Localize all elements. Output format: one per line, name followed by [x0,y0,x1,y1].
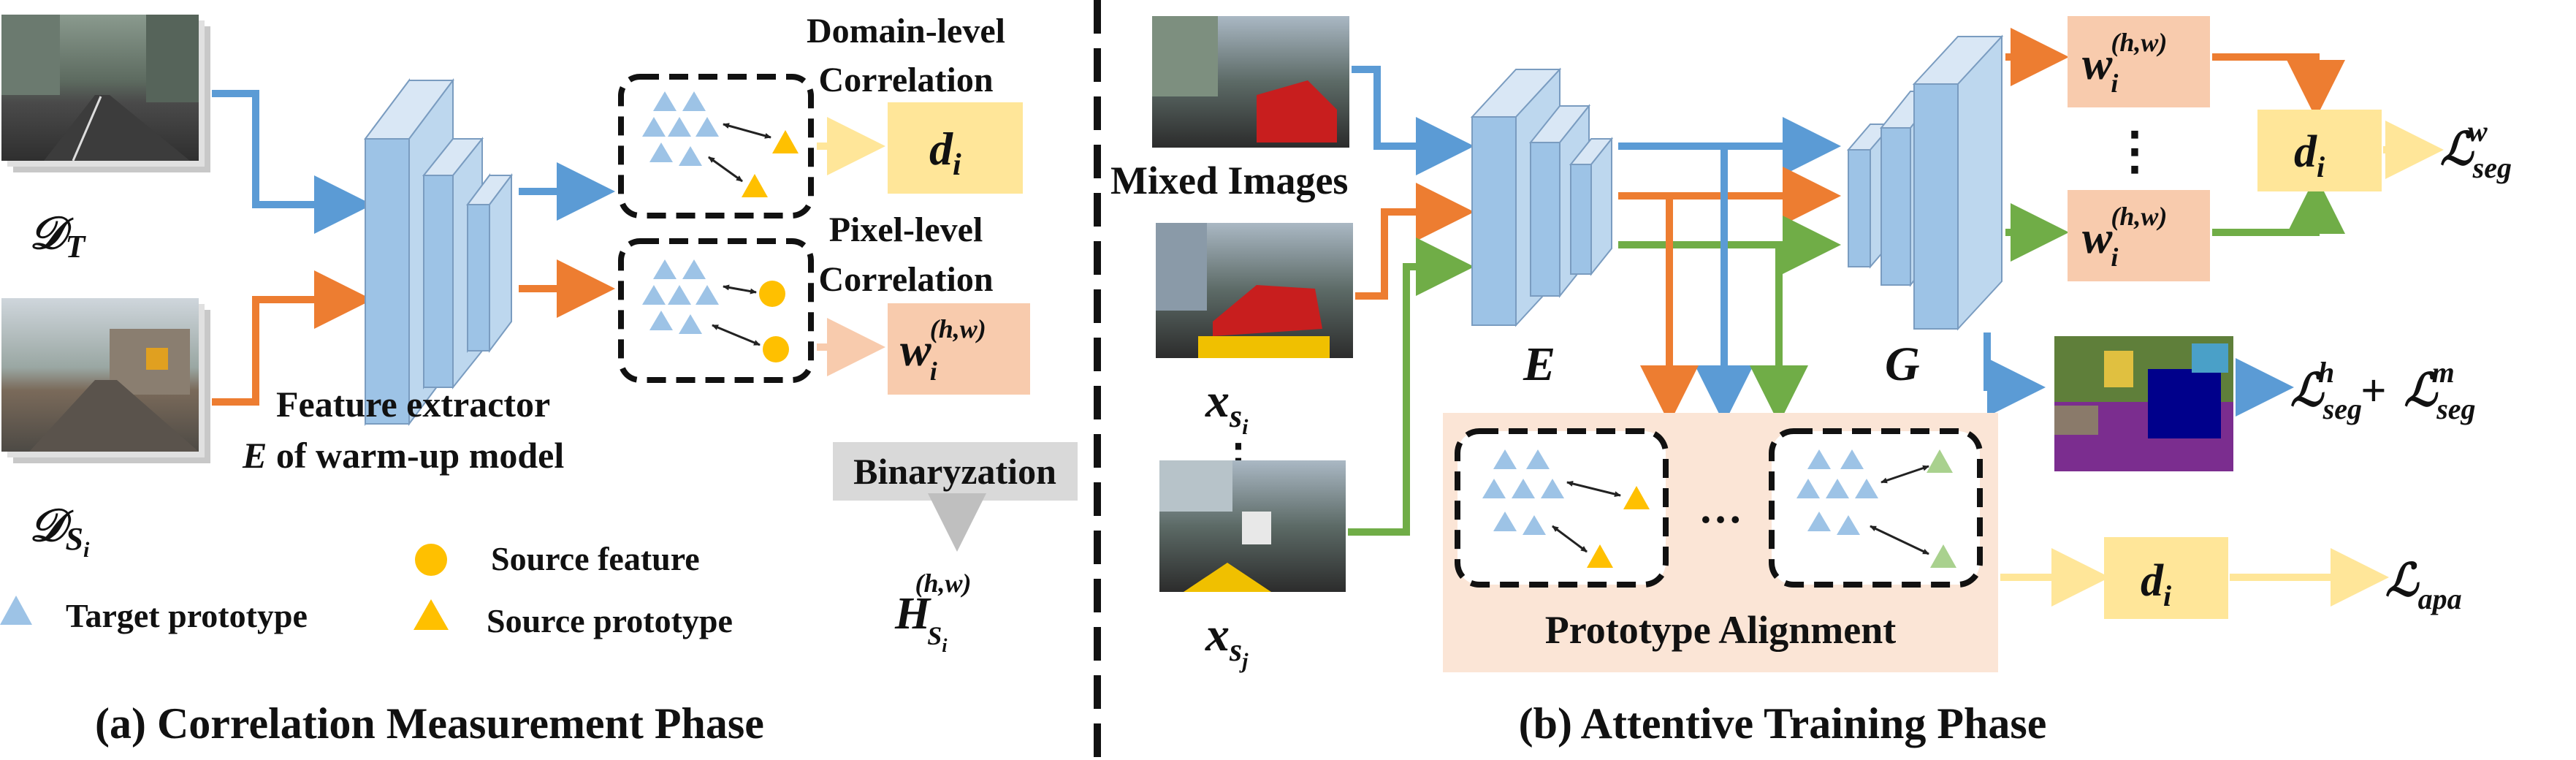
domain-correlation-label-1: Domain-level [807,12,1005,50]
vertical-dots-b: ⋮ [2109,123,2160,180]
loss-apa-label: ℒapa [2385,556,2462,615]
alignment-box-left [1455,428,1669,588]
d-box-a [888,102,1023,194]
extractor-label-line1: Feature extractor [276,384,550,425]
feature-extractor [364,78,513,426]
pixel-feature-box [618,238,814,383]
legend-source-prototype-marker [414,599,449,630]
h-label: HSi(h,w) [894,569,972,656]
w-label-bottom: wi(h,w) [2082,202,2167,272]
domain-correlation-label-2: Correlation [818,61,993,99]
decoder-label: G [1885,338,1920,391]
source-image-sj [1159,460,1346,592]
domain-feature-box [618,74,814,218]
caption-a: (a) Correlation Measurement Phase [95,699,764,748]
binaryzation-label: Binaryzation [853,451,1056,492]
target-to-extractor-arrow [212,90,373,234]
legend-source-prototype-label: Source prototype [487,602,733,639]
source-to-extractor-arrow [212,270,373,406]
xsj-label: xsj [1205,608,1249,673]
d-label-top: di [2294,127,2325,183]
legend-source-feature-label: Source feature [491,540,700,577]
w-box-bottom [2068,190,2210,281]
w-box-a [888,303,1030,395]
d-box-top [2257,110,2382,191]
si-to-encoder-arrow [1355,183,1474,300]
alignment-box-right [1769,428,1983,588]
sj-to-encoder-arrow [1348,238,1474,536]
mixed-to-encoder-arrow [1352,66,1474,175]
d-label-a: di [929,123,961,182]
legend-target-prototype-marker [0,596,32,625]
d-label-bottom: di [2141,556,2171,612]
target-domain-label: 𝒟T [29,209,86,265]
loss-hm-label: ℒsegh + ℒsegm [2290,356,2476,425]
extractor-label-line2: E of warm-up model [242,435,564,476]
encoder [1470,67,1614,327]
decoder [1846,34,2004,331]
w-label-a: wi(h,w) [900,314,986,386]
alignment-ellipsis: … [1699,484,1742,532]
prototype-alignment-label: Prototype Alignment [1545,608,1896,652]
loss-w-label: ℒsegw [2440,115,2512,184]
legend-target-prototype-label: Target prototype [66,597,308,634]
source-domain-label: 𝒟Si [29,501,90,562]
caption-b: (b) Attentive Training Phase [1519,699,2047,748]
target-image [1,15,210,172]
segmentation-map [2054,336,2233,471]
binaryzation-box [833,442,1078,501]
legend-source-feature-marker [415,544,447,576]
source-image-si [1156,223,1353,358]
w-box-top [2068,16,2210,107]
w-top-to-d-arrow [2212,53,2345,118]
mixed-images-label: Mixed Images [1110,159,1348,202]
source-image [1,298,210,463]
pixel-correlation-label-1: Pixel-level [829,210,983,249]
encoder-label: E [1523,338,1555,391]
d-box-bottom [2104,537,2228,619]
pixel-correlation-label-2: Correlation [818,260,993,299]
w-bottom-to-d-arrow [2212,175,2345,236]
xsi-label: xsi [1205,374,1249,439]
w-label-top: wi(h,w) [2082,28,2167,98]
mixed-image [1152,16,1349,148]
decoder-to-segmap-arrow [1984,332,2046,417]
